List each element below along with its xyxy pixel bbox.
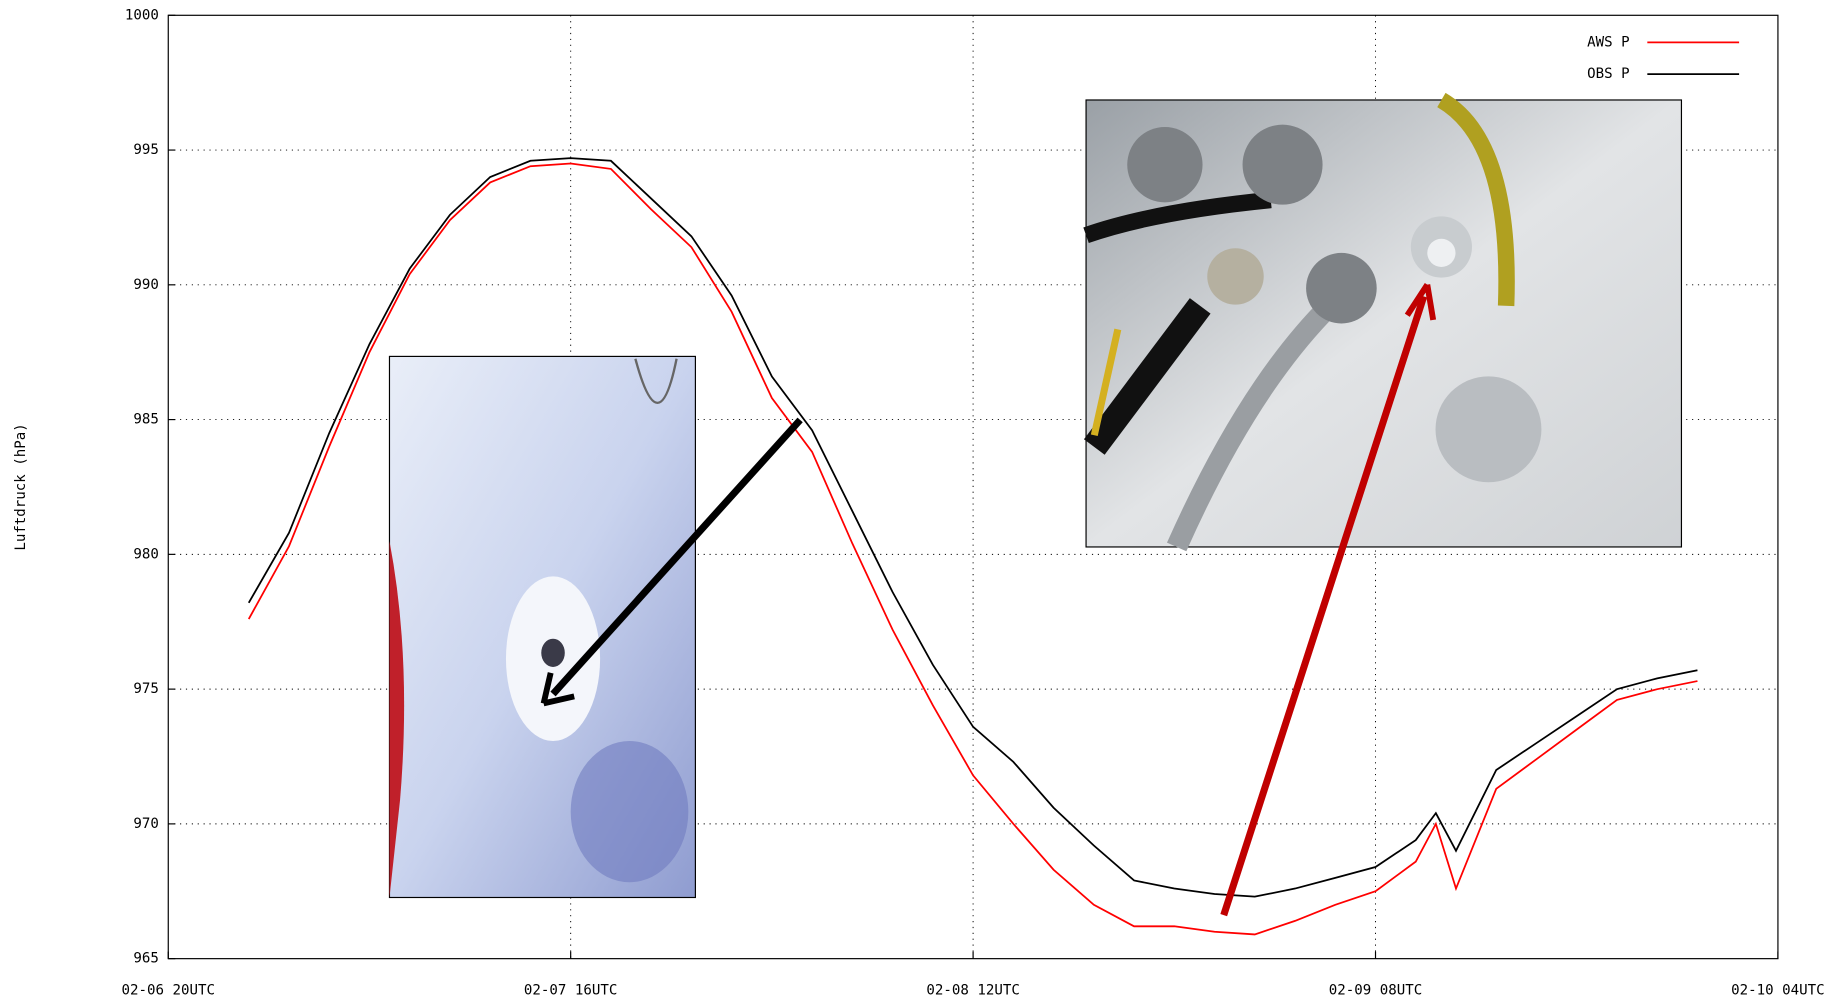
x-tick-label: 02-07 16UTC (524, 982, 617, 998)
y-tick-label: 980 (133, 546, 158, 562)
legend: AWS P OBS P (1587, 34, 1740, 82)
y-tick-label: 970 (133, 816, 158, 832)
x-tick-label: 02-10 04UTC (1731, 982, 1824, 998)
series-line (247, 157, 1698, 898)
annotation-arrows (540, 283, 1437, 917)
photo-snow-pit (388, 355, 696, 899)
y-tick-label: 985 (133, 412, 158, 428)
y-tick-label: 990 (133, 277, 158, 293)
y-axis-label: Luftdruck (hPa) (13, 423, 29, 550)
x-tick-label: 02-09 08UTC (1329, 982, 1422, 998)
photo-sensor-box (1083, 92, 1683, 552)
legend-label: OBS P (1587, 66, 1629, 82)
y-tick-label: 975 (133, 681, 158, 697)
x-tick-label: 02-08 12UTC (926, 982, 1019, 998)
x-tick-label: 02-06 20UTC (122, 982, 215, 998)
y-tick-label: 1000 (125, 7, 159, 23)
series-line (247, 162, 1698, 936)
plot-frame (167, 14, 1779, 960)
y-tick-label: 965 (133, 951, 158, 967)
y-tick-label: 995 (133, 142, 158, 158)
legend-label: AWS P (1587, 34, 1629, 50)
